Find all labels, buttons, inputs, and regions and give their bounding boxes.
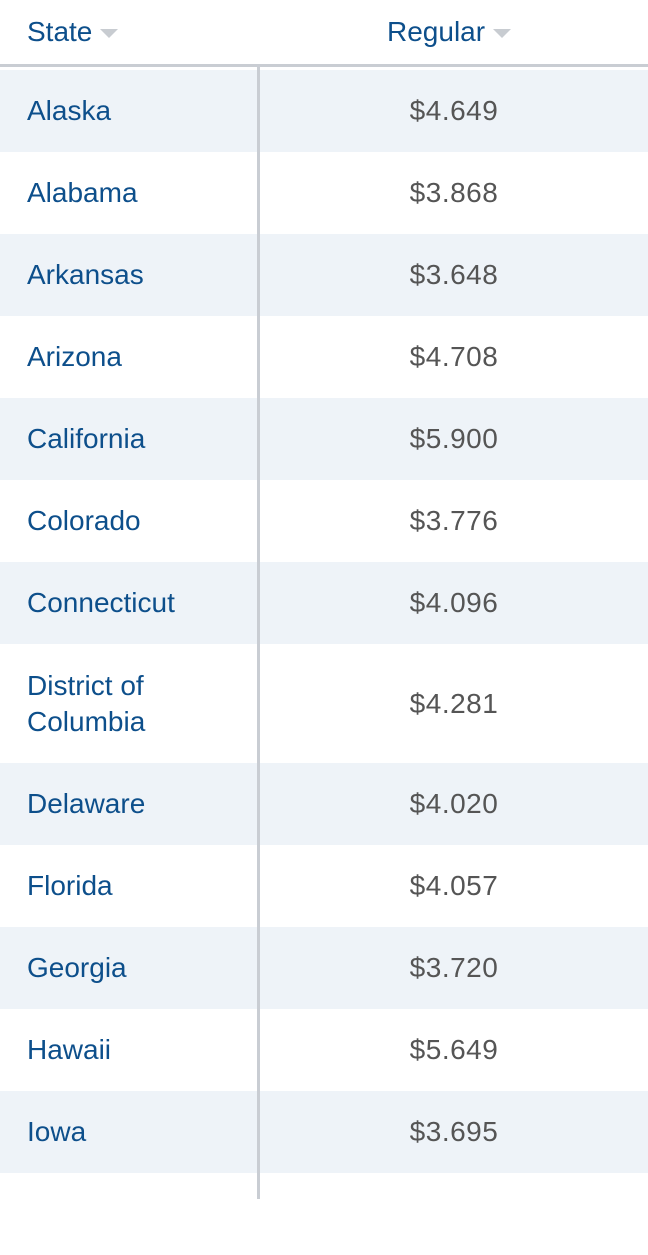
state-link[interactable]: California	[27, 423, 146, 454]
table-row: Delaware $4.020	[0, 763, 648, 845]
regular-price: $3.868	[409, 177, 499, 208]
table-row: Colorado $3.776	[0, 480, 648, 562]
regular-price: $5.649	[409, 1034, 499, 1065]
table-row: Connecticut $4.096	[0, 562, 648, 644]
state-link[interactable]: Hawaii	[27, 1034, 112, 1065]
state-link[interactable]: Arkansas	[27, 259, 144, 290]
column-header-regular-label: Regular	[387, 16, 486, 47]
table-row: Hawaii $5.649	[0, 1009, 648, 1091]
regular-price: $4.649	[409, 95, 499, 126]
regular-price: $3.648	[409, 259, 499, 290]
table-row: Florida $4.057	[0, 845, 648, 927]
column-divider	[257, 67, 260, 1199]
state-link[interactable]: Arizona	[27, 341, 122, 372]
regular-price: $5.900	[409, 423, 499, 454]
table-row-partial	[0, 1173, 648, 1255]
state-link[interactable]: Iowa	[27, 1116, 87, 1147]
table-row: California $5.900	[0, 398, 648, 480]
state-link[interactable]: Georgia	[27, 952, 127, 983]
state-link[interactable]: Alabama	[27, 177, 138, 208]
state-link[interactable]: Delaware	[27, 788, 146, 819]
column-header-state[interactable]: State	[27, 0, 119, 64]
regular-price: $4.057	[409, 870, 499, 901]
regular-price: $4.020	[409, 788, 499, 819]
sort-caret-icon	[100, 28, 119, 38]
table-header: State Regular	[0, 0, 648, 67]
regular-price: $4.708	[409, 341, 499, 372]
table-body: Alaska $4.649 Alabama $3.868 Arkansas $3…	[0, 70, 648, 1255]
table-row: Arkansas $3.648	[0, 234, 648, 316]
gas-price-table: State Regular Alaska $4.649 Alabama $3.8…	[0, 0, 648, 1199]
table-row: Alaska $4.649	[0, 70, 648, 152]
regular-price: $4.281	[409, 687, 499, 719]
state-link[interactable]: Alaska	[27, 95, 112, 126]
state-link[interactable]: District of Columbia	[27, 669, 146, 737]
regular-price: $3.776	[409, 505, 499, 536]
state-link[interactable]: Florida	[27, 870, 113, 901]
sort-caret-icon	[493, 28, 512, 38]
table-row: Georgia $3.720	[0, 927, 648, 1009]
regular-price: $3.720	[409, 952, 499, 983]
regular-price: $4.096	[409, 587, 499, 618]
table-row: Arizona $4.708	[0, 316, 648, 398]
table-row: Alabama $3.868	[0, 152, 648, 234]
column-header-state-label: State	[27, 16, 93, 47]
table-row: Iowa $3.695	[0, 1091, 648, 1173]
column-header-regular[interactable]: Regular	[387, 0, 512, 64]
state-link[interactable]: Connecticut	[27, 587, 175, 618]
state-link[interactable]: Colorado	[27, 505, 141, 536]
regular-price: $3.695	[409, 1116, 499, 1147]
table-row: District of Columbia $4.281	[0, 644, 648, 763]
